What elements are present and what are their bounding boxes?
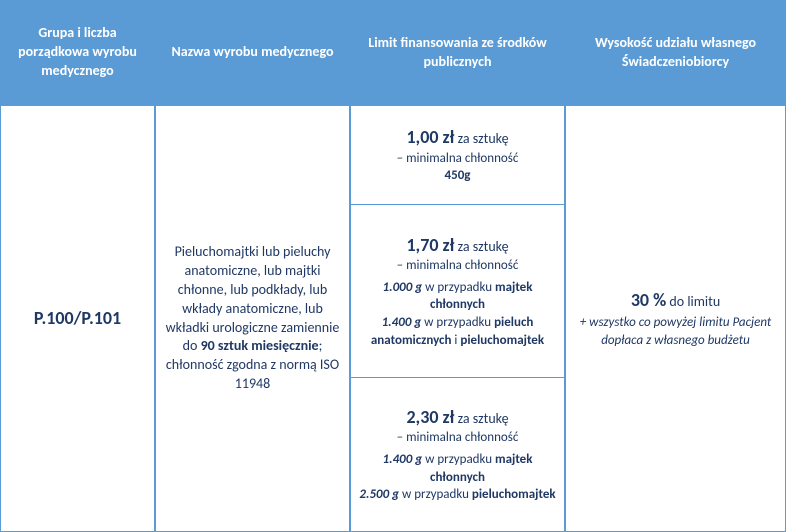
header-text: Nazwa wyrobu medycznego [171,43,333,62]
product-type-2: pieluchomajtek [460,333,544,348]
percent-suffix: do limitu [666,293,720,310]
col-header-group: Grupa i liczba porządkowa wyrobu medyczn… [0,0,155,105]
product-type: pieluchomajtek [472,487,556,502]
price-line: 1,70 zł za sztukę [406,233,508,257]
cell-group-code: P.100/P.101 [0,105,155,532]
limit-tier-3: 2,30 zł za sztukę – minimalna chłonność … [350,378,565,532]
amount: 1.400 g [383,452,423,467]
middle: w przypadku [422,452,495,467]
middle: w przypadku [421,315,494,330]
amount: 1.400 g [382,315,422,330]
col-header-limit: Limit finansowania ze środków publicznyc… [350,0,565,105]
absorbency-label: – minimalna chłonność [397,257,519,275]
cell-product-name: Pieluchomajtki lub pieluchy anatomiczne,… [155,105,350,532]
limit-tier-2: 1,70 zł za sztukę – minimalna chłonność … [350,205,565,377]
price-line: 2,30 zł za sztukę [406,405,508,429]
desc-qty: 90 sztuk miesięcznie [201,337,319,354]
group-code: P.100/P.101 [34,306,121,330]
header-text: Limit finansowania ze środków publicznyc… [359,34,556,72]
own-share-note: + wszystko co powyżej limitu Pacjent dop… [574,314,777,349]
detail-line: 2.500 g w przypadku pieluchomajtek [359,486,555,504]
price-value: 2,30 zł [406,406,454,428]
absorbency-value: 450g [445,167,471,185]
absorbency-label: – minimalna chłonność [397,150,519,168]
cell-own-share: 30 % do limitu + wszystko co powyżej lim… [565,105,786,532]
middle: w przypadku [399,487,472,502]
price-value: 1,70 zł [406,234,454,256]
detail-line: 1.400 g w przypadku majtek chłonnych [357,451,558,486]
header-text: Wysokość udziału własnego Świadczeniobio… [574,34,777,72]
detail-line: 1.000 g w przypadku majtek chłonnych [357,279,558,314]
middle: w przypadku [422,280,495,295]
header-text: Grupa i liczba porządkowa wyrobu medyczn… [9,24,146,81]
price-unit: za sztukę [454,410,508,427]
col-header-name: Nazwa wyrobu medycznego [155,0,350,105]
price-value: 1,00 zł [406,126,454,148]
limit-tier-1: 1,00 zł za sztukę – minimalna chłonność … [350,105,565,205]
percent-value: 30 % [631,289,666,311]
reimbursement-table: Grupa i liczba porządkowa wyrobu medyczn… [0,0,786,532]
amount: 2.500 g [359,487,399,502]
amount: 1.000 g [383,280,423,295]
price-line: 1,00 zł za sztukę [406,125,508,149]
product-description: Pieluchomajtki lub pieluchy anatomiczne,… [164,243,341,394]
cell-limits: 1,00 zł za sztukę – minimalna chłonność … [350,105,565,532]
percent-line: 30 % do limitu [631,288,720,312]
price-unit: za sztukę [454,238,508,255]
detail-line: 1.400 g w przypadku pieluch anatomicznyc… [357,314,558,349]
col-header-share: Wysokość udziału własnego Świadczeniobio… [565,0,786,105]
price-unit: za sztukę [454,130,508,147]
absorbency-label: – minimalna chłonność [397,429,519,447]
